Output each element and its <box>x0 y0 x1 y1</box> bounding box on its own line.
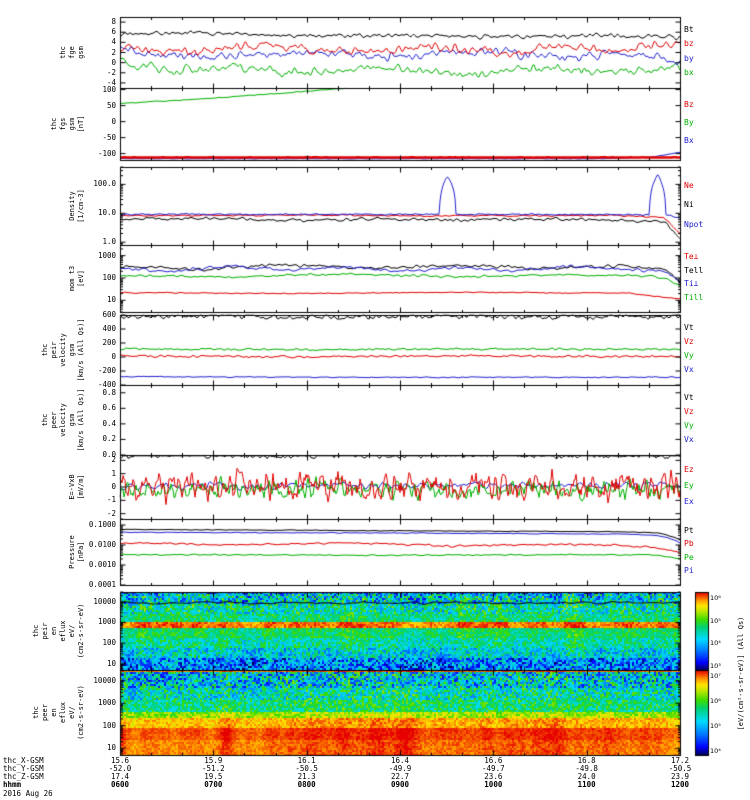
plot-window: P2 (TH-C) fields and ground moments over… <box>0 0 750 800</box>
plot-canvas <box>0 0 750 800</box>
